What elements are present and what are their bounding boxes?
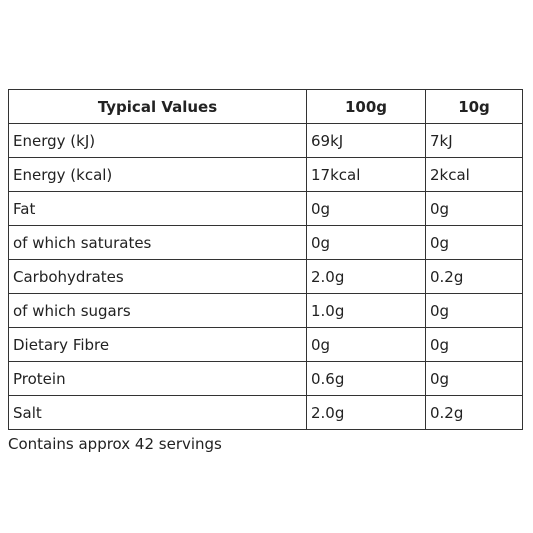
nutrient-value: 0.2g xyxy=(425,395,523,430)
nutrient-value: 0.6g xyxy=(306,361,426,396)
table-row: Carbohydrates 2.0g 0.2g xyxy=(8,259,523,294)
nutrient-value: 17kcal xyxy=(306,157,426,192)
nutrient-name: Carbohydrates xyxy=(8,259,307,294)
nutrient-value: 0g xyxy=(425,293,523,328)
table-row: Protein 0.6g 0g xyxy=(8,361,523,396)
table-row: of which saturates 0g 0g xyxy=(8,225,523,260)
header-row: Typical Values 100g 10g xyxy=(8,89,523,124)
table-row: of which sugars 1.0g 0g xyxy=(8,293,523,328)
nutrient-name: Salt xyxy=(8,395,307,430)
table-body: Energy (kJ) 69kJ 7kJ Energy (kcal) 17kcal 2kc… xyxy=(8,123,523,430)
table-row: Fat 0g 0g xyxy=(8,191,523,226)
header-cell: 100g xyxy=(306,89,426,124)
nutrient-value: 2.0g xyxy=(306,395,426,430)
nutrient-name: of which sugars xyxy=(8,293,307,328)
nutrient-value: 0g xyxy=(306,225,426,260)
nutrition-table: Typical Values 100g 10g Energy (kJ) 69kJ 7kJ… xyxy=(8,89,523,430)
nutrient-value: 1.0g xyxy=(306,293,426,328)
nutrient-name: Energy (kcal) xyxy=(8,157,307,192)
table-row: Energy (kcal) 17kcal 2kcal xyxy=(8,157,523,192)
nutrient-value: 0g xyxy=(425,225,523,260)
nutrient-value: 0g xyxy=(306,327,426,362)
nutrient-value: 7kJ xyxy=(425,123,523,158)
nutrient-value: 0g xyxy=(306,191,426,226)
nutrient-value: 2.0g xyxy=(306,259,426,294)
nutrient-value: 0g xyxy=(425,327,523,362)
nutrient-name: Dietary Fibre xyxy=(8,327,307,362)
table-row: Energy (kJ) 69kJ 7kJ xyxy=(8,123,523,158)
nutrient-name: Protein xyxy=(8,361,307,396)
table-row: Dietary Fibre 0g 0g xyxy=(8,327,523,362)
nutrient-name: of which saturates xyxy=(8,225,307,260)
nutrient-value: 0g xyxy=(425,191,523,226)
nutrient-value: 0.2g xyxy=(425,259,523,294)
table-row: Salt 2.0g 0.2g xyxy=(8,395,523,430)
nutrient-name: Energy (kJ) xyxy=(8,123,307,158)
header-cell: 10g xyxy=(425,89,523,124)
header-cell: Typical Values xyxy=(8,89,307,124)
footer-note: Contains approx 42 servings xyxy=(8,435,222,453)
nutrient-value: 2kcal xyxy=(425,157,523,192)
nutrient-name: Fat xyxy=(8,191,307,226)
nutrient-value: 69kJ xyxy=(306,123,426,158)
nutrient-value: 0g xyxy=(425,361,523,396)
